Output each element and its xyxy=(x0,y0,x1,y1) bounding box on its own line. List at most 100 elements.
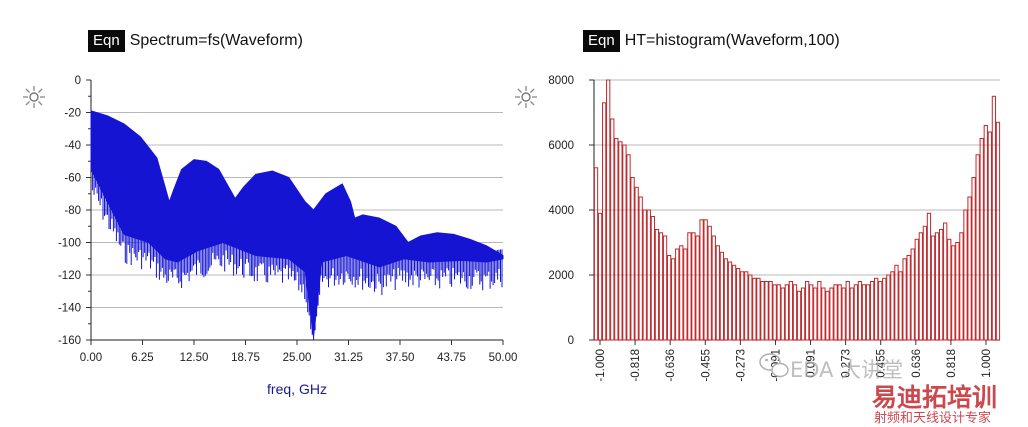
histogram-bar xyxy=(650,216,655,341)
histogram-bar xyxy=(699,219,704,341)
histogram-bar xyxy=(610,118,615,341)
histogram-bar xyxy=(744,271,749,341)
histogram-bar xyxy=(902,258,907,341)
histogram-bar xyxy=(711,235,716,341)
histogram-bar xyxy=(886,274,891,341)
histogram-bar xyxy=(675,248,680,341)
histogram-y-tick-label: 6000 xyxy=(548,140,574,152)
histogram-bar xyxy=(752,277,757,341)
histogram-bar xyxy=(683,248,688,341)
histogram-bar xyxy=(914,238,919,341)
histogram-y-tick-label: 4000 xyxy=(548,205,574,217)
spectrum-x-tick-label: 31.25 xyxy=(334,352,363,364)
histogram-bar xyxy=(764,281,769,341)
histogram-bar xyxy=(926,212,932,341)
spectrum-x-tick-label: 37.50 xyxy=(386,352,415,364)
watermark-brand-text: 易迪拓培训 xyxy=(872,383,997,412)
histogram-bar xyxy=(800,287,806,341)
histogram-bar xyxy=(922,225,928,341)
watermark-slogan-text: 射频和天线设计专家 xyxy=(874,410,991,426)
histogram-bar xyxy=(703,219,708,341)
histogram-bar xyxy=(865,284,871,341)
histogram-x-tick-label: 0.818 xyxy=(946,349,958,378)
histogram-bar xyxy=(906,255,911,341)
histogram-bar xyxy=(679,245,684,341)
histogram-bar xyxy=(788,281,794,341)
histogram-bar xyxy=(833,284,838,341)
histogram-bar xyxy=(995,121,1001,341)
histogram-bar xyxy=(979,138,984,341)
histogram-bar xyxy=(593,167,599,341)
histogram-bar xyxy=(939,229,944,341)
histogram-bar xyxy=(882,277,887,341)
histogram-bar xyxy=(890,271,895,341)
marker-sun-icon[interactable] xyxy=(514,85,538,109)
histogram-equation: HT=histogram(Waveform,100) xyxy=(624,32,840,49)
histogram-bar xyxy=(817,281,822,341)
histogram-bar xyxy=(918,232,923,341)
histogram-bar xyxy=(776,284,781,341)
histogram-bar xyxy=(691,232,696,341)
spectrum-equation: Spectrum=fs(Waveform) xyxy=(129,32,303,49)
histogram-bar xyxy=(829,287,834,341)
histogram-bar xyxy=(666,255,672,341)
spectrum-x-tick-label: 50.00 xyxy=(489,352,518,364)
histogram-bar xyxy=(792,284,798,341)
histogram-bar xyxy=(784,284,789,341)
spectrum-noise-spikes xyxy=(92,162,503,340)
histogram-bar xyxy=(951,245,956,341)
histogram-bar xyxy=(947,238,952,341)
wechat-icon xyxy=(759,353,789,378)
histogram-x-tick-label: 0.091 xyxy=(806,349,818,378)
histogram-bar xyxy=(695,235,700,341)
histogram-bar xyxy=(849,287,854,341)
histogram-bar xyxy=(740,271,745,341)
spectrum-y-tick-label: -160 xyxy=(58,335,81,347)
watermark: EDA 大讲堂 易迪拓培训 射频和天线设计专家 xyxy=(759,353,997,426)
histogram-x-tick-label: -0.636 xyxy=(665,349,677,382)
histogram-x-tick-label: -0.818 xyxy=(630,349,642,382)
histogram-bar xyxy=(910,248,915,341)
spectrum-x-axis-label: freq, GHz xyxy=(267,381,327,397)
histogram-bar xyxy=(796,290,802,341)
histogram-bar xyxy=(606,79,611,341)
histogram-bar xyxy=(658,232,664,341)
spectrum-x-tick-label: 12.50 xyxy=(180,352,209,364)
histogram-x-tick-label: 0.636 xyxy=(911,349,923,378)
histogram-bar xyxy=(622,144,627,341)
histogram-bar xyxy=(967,196,972,341)
histogram-bar xyxy=(825,290,830,341)
histogram-bar xyxy=(943,222,948,341)
histogram-bar xyxy=(845,281,850,341)
histogram-bar xyxy=(963,209,968,341)
histogram-bar xyxy=(662,235,668,341)
histogram-bar xyxy=(869,281,875,341)
spectrum-x-tick-label: 6.25 xyxy=(131,352,153,364)
spectrum-y-tick-label: -60 xyxy=(64,173,81,185)
histogram-bar xyxy=(853,284,858,341)
histogram-bar xyxy=(874,277,879,341)
histogram-chart: 0 2000 4000 6000 8000 -1.000 -0.818 -0.636 -0.45… xyxy=(548,75,1001,382)
spectrum-y-tick-label: -140 xyxy=(58,303,81,315)
histogram-bar xyxy=(898,271,903,341)
histogram-x-tick-label: -0.273 xyxy=(735,349,747,382)
histogram-bar xyxy=(760,281,765,341)
spectrum-band xyxy=(90,110,504,337)
spectrum-y-tick-label: -100 xyxy=(58,238,81,250)
histogram-bar xyxy=(646,209,651,341)
histogram-bar xyxy=(634,186,639,341)
histogram-bar xyxy=(861,284,867,341)
histogram-y-tick-label: 2000 xyxy=(548,270,574,282)
histogram-bar xyxy=(841,287,846,341)
histogram-bar xyxy=(654,229,660,341)
histogram-bar xyxy=(687,232,692,341)
histogram-bar xyxy=(602,102,607,341)
histogram-bar xyxy=(857,281,863,341)
histogram-bar xyxy=(894,264,899,341)
watermark-wechat-text: EDA 大讲堂 xyxy=(790,358,903,382)
spectrum-y-tick-label: -80 xyxy=(64,205,81,217)
right-chart-title: Eqn HT=histogram(Waveform,100) xyxy=(583,30,840,52)
marker-sun-icon[interactable] xyxy=(22,85,46,109)
histogram-bar xyxy=(813,287,818,341)
